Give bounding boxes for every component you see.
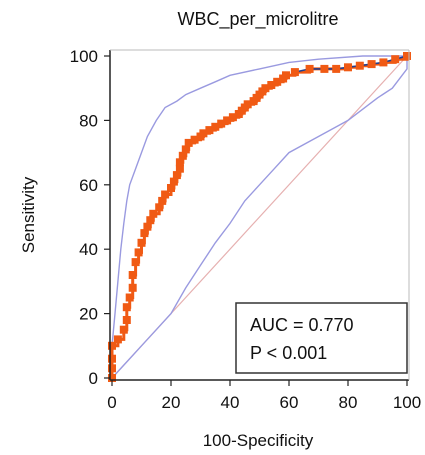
roc-point-36 bbox=[228, 113, 237, 122]
roc-point-24 bbox=[175, 164, 184, 173]
roc-point-28 bbox=[184, 138, 193, 147]
roc-point-55 bbox=[355, 61, 364, 70]
roc-point-25 bbox=[175, 158, 184, 167]
roc-point-2 bbox=[108, 354, 116, 363]
roc-point-34 bbox=[217, 119, 226, 128]
y-axis-title: Sensitivity bbox=[19, 176, 38, 253]
roc-point-19 bbox=[158, 196, 167, 205]
roc-point-50 bbox=[290, 68, 299, 77]
plot-area bbox=[108, 52, 411, 382]
roc-point-4 bbox=[113, 335, 122, 344]
x-tick-label-3: 60 bbox=[280, 393, 299, 412]
roc-point-11 bbox=[131, 258, 140, 267]
roc-point-20 bbox=[161, 190, 170, 199]
roc-point-52 bbox=[320, 64, 329, 73]
roc-point-12 bbox=[134, 248, 143, 257]
roc-point-13 bbox=[137, 238, 146, 247]
roc-point-35 bbox=[223, 116, 232, 125]
roc-point-58 bbox=[391, 55, 400, 64]
y-tick-label-1: 20 bbox=[79, 305, 98, 324]
x-tick-label-0: 0 bbox=[107, 393, 116, 412]
roc-point-26 bbox=[178, 151, 187, 160]
roc-point-1 bbox=[108, 364, 116, 373]
roc-point-40 bbox=[243, 100, 252, 109]
roc-point-45 bbox=[261, 84, 270, 93]
roc-point-29 bbox=[190, 135, 199, 144]
annotation-box bbox=[235, 302, 408, 374]
x-tick-label-1: 20 bbox=[162, 393, 181, 412]
roc-point-46 bbox=[267, 81, 276, 89]
y-tick-label-3: 60 bbox=[79, 176, 98, 195]
y-tick-label-0: 0 bbox=[89, 369, 98, 388]
roc-point-6 bbox=[122, 316, 131, 324]
ci-lower-line bbox=[111, 56, 408, 379]
y-tick-label-2: 40 bbox=[79, 240, 98, 259]
roc-point-21 bbox=[167, 184, 175, 192]
chart-title: WBC_per_microlitre bbox=[177, 9, 338, 30]
roc-point-27 bbox=[181, 145, 190, 154]
roc-point-3 bbox=[108, 341, 116, 350]
p-value-label: P < 0.001 bbox=[250, 343, 327, 363]
x-tick-label-2: 40 bbox=[221, 393, 240, 412]
roc-point-7 bbox=[122, 303, 131, 312]
roc-point-5 bbox=[119, 325, 128, 334]
ci-upper-line bbox=[111, 55, 407, 378]
roc-point-17 bbox=[149, 209, 158, 218]
axes: 0 20 40 60 80 100 0 20 40 60 80 100 bbox=[70, 47, 422, 412]
roc-point-56 bbox=[367, 60, 376, 69]
roc-point-54 bbox=[344, 63, 352, 72]
y-tick-label-4: 80 bbox=[79, 111, 98, 130]
roc-point-0 bbox=[108, 374, 116, 382]
roc-point-14 bbox=[140, 229, 149, 238]
roc-point-15 bbox=[143, 222, 152, 231]
roc-point-16 bbox=[146, 216, 155, 225]
roc-point-23 bbox=[172, 171, 181, 180]
y-tick-label-5: 100 bbox=[70, 47, 98, 66]
roc-point-32 bbox=[205, 126, 214, 135]
roc-point-51 bbox=[305, 64, 314, 73]
x-axis-title: 100-Specificity bbox=[203, 431, 314, 450]
roc-point-18 bbox=[155, 203, 164, 212]
roc-point-53 bbox=[332, 64, 341, 73]
roc-point-33 bbox=[211, 122, 220, 131]
roc-point-57 bbox=[379, 58, 388, 67]
x-tick-label-4: 80 bbox=[339, 393, 358, 412]
roc-point-10 bbox=[128, 271, 137, 279]
roc-point-8 bbox=[125, 293, 134, 302]
roc-point-49 bbox=[282, 71, 290, 80]
roc-point-31 bbox=[199, 129, 208, 138]
auc-annotation-box: AUC = 0.770 P < 0.001 bbox=[235, 302, 408, 374]
roc-point-47 bbox=[273, 77, 282, 86]
roc-point-59 bbox=[403, 52, 411, 60]
roc-point-9 bbox=[128, 283, 137, 292]
roc-point-22 bbox=[169, 177, 178, 186]
roc-tail-connector bbox=[294, 55, 408, 73]
x-tick-label-5: 100 bbox=[393, 393, 421, 412]
auc-label: AUC = 0.770 bbox=[250, 315, 354, 335]
